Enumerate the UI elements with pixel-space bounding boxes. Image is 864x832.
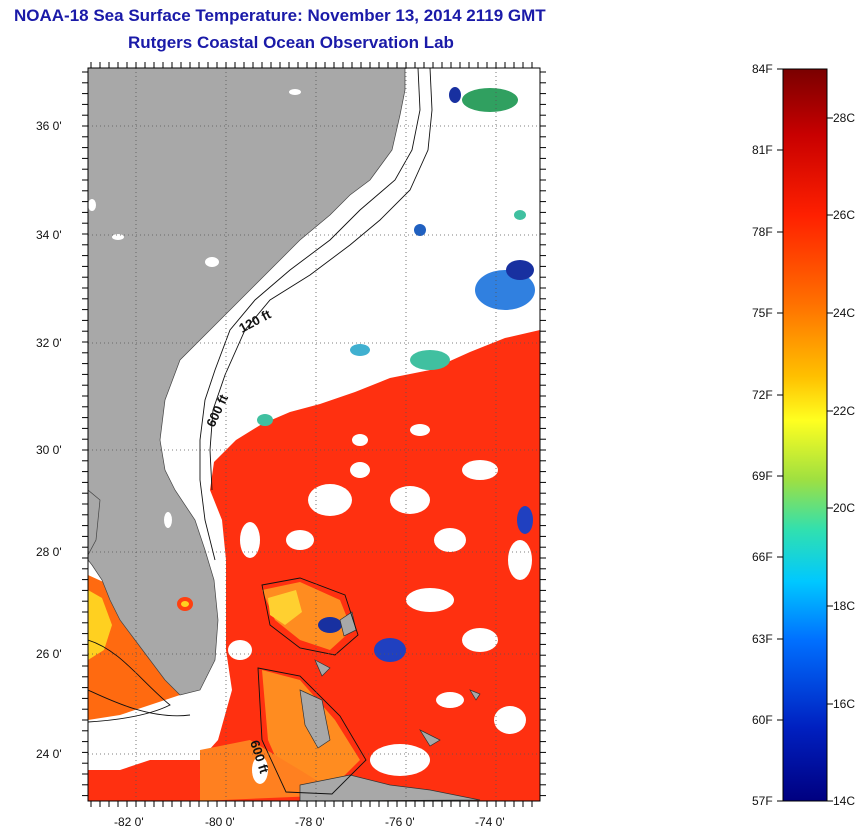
- lat-label-28: 28 0': [36, 545, 62, 559]
- title-line-1: NOAA-18 Sea Surface Temperature: Novembe…: [14, 6, 546, 25]
- cb-c-20: 20C: [833, 501, 855, 515]
- cb-c-28: 28C: [833, 111, 855, 125]
- cb-f-78: 78F: [752, 225, 773, 239]
- bahamas-shallow-yellow: [268, 590, 302, 625]
- cold-water-patches: [257, 87, 535, 662]
- cb-f-69: 69F: [752, 469, 773, 483]
- map-frame: [87, 67, 541, 802]
- cb-c-14: 14C: [833, 794, 855, 808]
- lon-label-78: -78 0': [295, 815, 325, 829]
- lon-label-80: -80 0': [205, 815, 235, 829]
- cb-f-57: 57F: [752, 794, 773, 808]
- latitude-labels: 36 0' 34 0' 32 0' 30 0' 28 0' 26 0' 24 0…: [36, 119, 62, 761]
- title-line-2: Rutgers Coastal Ocean Observation Lab: [128, 33, 454, 52]
- lat-label-34: 34 0': [36, 228, 62, 242]
- land-us-east-coast: [88, 68, 406, 696]
- cb-c-24: 24C: [833, 306, 855, 320]
- longitude-labels: -82 0' -80 0' -78 0' -76 0' -74 0': [114, 815, 505, 829]
- inland-lakes: [88, 89, 301, 528]
- lat-label-32: 32 0': [36, 336, 62, 350]
- lon-label-74: -74 0': [475, 815, 505, 829]
- cb-c-26: 26C: [833, 208, 855, 222]
- colorbar: [782, 68, 828, 802]
- lat-label-36: 36 0': [36, 119, 62, 133]
- lon-label-82: -82 0': [114, 815, 144, 829]
- colorbar-ticks: [777, 68, 833, 802]
- colorbar-c-labels: 28C 26C 24C 22C 20C 18C 16C 14C: [833, 111, 855, 808]
- lat-label-30: 30 0': [36, 443, 62, 457]
- lon-label-76: -76 0': [385, 815, 415, 829]
- land-gulf-coast: [88, 489, 101, 556]
- bahamas-islands: [299, 611, 481, 749]
- cb-f-66: 66F: [752, 550, 773, 564]
- cb-f-60: 60F: [752, 713, 773, 727]
- cb-f-63: 63F: [752, 632, 773, 646]
- cb-c-16: 16C: [833, 697, 855, 711]
- lat-label-26: 26 0': [36, 647, 62, 661]
- gulf-shelf-water: [88, 575, 180, 720]
- axis-ticks: [82, 62, 546, 807]
- cb-f-81: 81F: [752, 143, 773, 157]
- cb-c-18: 18C: [833, 599, 855, 613]
- cb-f-75: 75F: [752, 306, 773, 320]
- cb-f-84: 84F: [752, 62, 773, 76]
- graticule: [88, 68, 540, 801]
- cloud-patches: [228, 424, 532, 784]
- cb-f-72: 72F: [752, 388, 773, 402]
- colorbar-f-labels: 84F 81F 78F 75F 72F 69F 66F 63F 60F 57F: [752, 62, 773, 808]
- cb-c-22: 22C: [833, 404, 855, 418]
- map-area: 120 ft 600 ft 600 ft: [88, 68, 540, 801]
- lat-label-24: 24 0': [36, 747, 62, 761]
- gulf-stream-water: [88, 330, 540, 801]
